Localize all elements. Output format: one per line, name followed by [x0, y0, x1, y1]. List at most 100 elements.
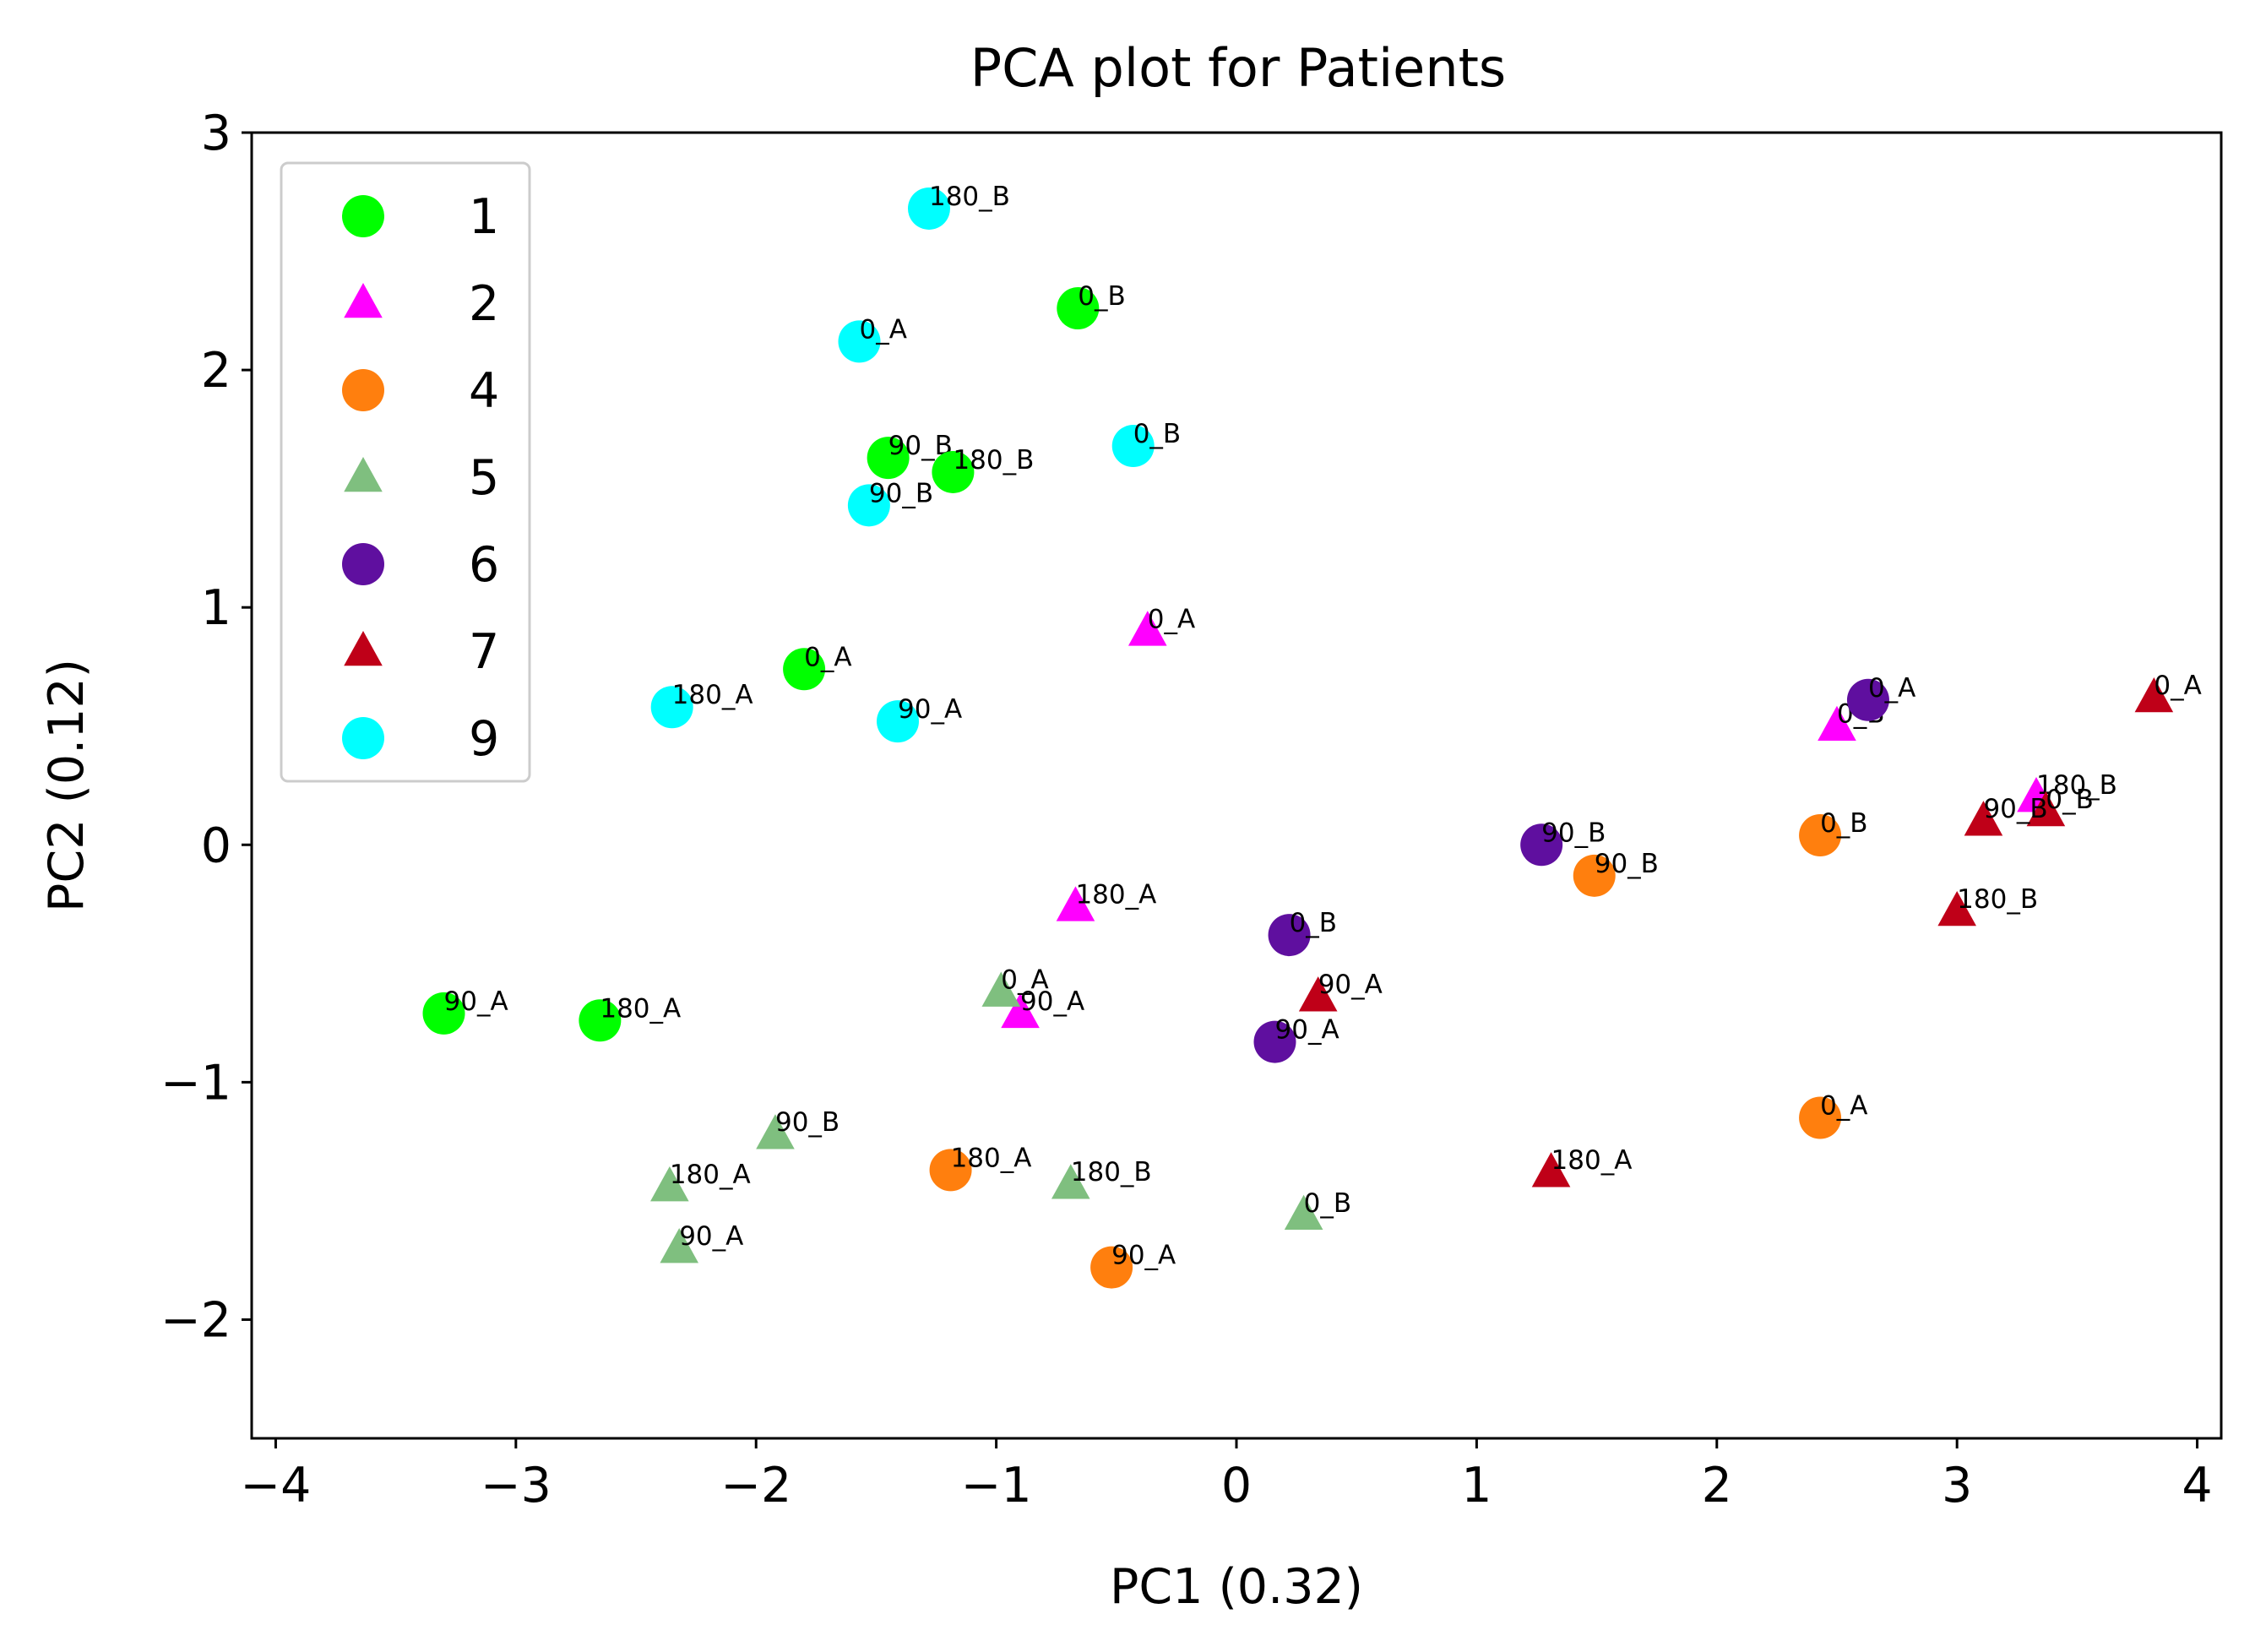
data-point [650, 686, 693, 729]
point-label: 0_A [2154, 671, 2201, 701]
legend: 1 2 4 5 6 7 9 [280, 161, 531, 783]
data-point [1298, 976, 1338, 1012]
point-label: 180_B [929, 182, 1010, 212]
legend-label-4: 4 [469, 363, 499, 419]
legend-label-5: 5 [469, 450, 499, 506]
point-label: 90_A [679, 1221, 743, 1252]
point-label: 0_A [1868, 673, 1915, 704]
x-tick-label: −4 [240, 1458, 311, 1513]
data-point [1051, 1164, 1090, 1199]
data-point [1520, 823, 1563, 867]
data-point [1799, 814, 1842, 857]
x-tick-label: 3 [1942, 1458, 1972, 1513]
point-label: 0_A [860, 314, 907, 345]
series-1: 0_B90_B 180_B0_A90_A 180_A [422, 281, 1126, 1042]
point-label: 180_A [670, 1160, 751, 1190]
data-point [867, 437, 910, 480]
x-tick-label: 0 [1221, 1458, 1252, 1513]
x-tick-label: 1 [1461, 1458, 1492, 1513]
point-label: 90_A [1275, 1015, 1339, 1046]
data-point [1057, 287, 1100, 330]
point-label: 90_B [1595, 849, 1659, 879]
chart-title: PCA plot for Patients [970, 37, 1506, 99]
legend-marker-4 [342, 369, 384, 411]
data-point [1818, 705, 1856, 742]
data-point [422, 992, 465, 1035]
data-point [579, 999, 622, 1042]
point-label: 180_B [1071, 1157, 1152, 1187]
data-point [756, 1114, 795, 1149]
point-label: 90_A [1111, 1241, 1176, 1271]
x-tick-label: −2 [720, 1458, 791, 1513]
legend-label-7: 7 [469, 624, 499, 680]
data-point [847, 484, 890, 527]
legend-frame [280, 161, 531, 783]
data-point [932, 450, 975, 493]
point-label: 0_B [1304, 1188, 1352, 1219]
point-label: 90_A [898, 694, 962, 725]
plot-area [252, 133, 2221, 1438]
x-axis-ticks: −4 −3 −2 −1 0 1 2 3 4 [240, 1438, 2213, 1513]
point-label: 180_B [953, 445, 1034, 475]
y-tick-label: 0 [201, 818, 231, 873]
point-label: 180_B [2036, 770, 2117, 801]
data-point [907, 187, 950, 230]
legend-marker-1 [342, 195, 384, 237]
data-point [1799, 1096, 1842, 1139]
point-label: 90_B [775, 1107, 840, 1138]
x-tick-label: 2 [1702, 1458, 1732, 1513]
plot-background [252, 133, 2221, 1438]
point-label: 90_A [1318, 970, 1383, 1000]
point-label: 90_A [444, 986, 508, 1017]
data-point [2134, 677, 2174, 713]
legend-marker-2 [344, 283, 383, 318]
plot-frame [250, 131, 2223, 1440]
series-5: 0_A 90_B 180_A 180_B 0_B 90_A [650, 965, 1351, 1263]
legend-marker-9 [342, 717, 384, 759]
data-point [981, 971, 1021, 1007]
point-label: 180_A [672, 680, 753, 710]
point-label: 90_B [1541, 818, 1606, 848]
legend-label-6: 6 [469, 537, 499, 593]
y-tick-label: 1 [201, 580, 231, 636]
point-label: 180_B [1957, 884, 2038, 915]
data-point [650, 1166, 689, 1202]
y-axis-label: PC2 (0.12) [39, 659, 95, 912]
point-label: 0_B [1290, 908, 1338, 938]
series-9: 180_B 0_A 0_B 90_B 180_A 90_A [650, 182, 1181, 743]
data-point [1090, 1246, 1133, 1289]
x-tick-label: −1 [961, 1458, 1032, 1513]
data-point [1964, 801, 2003, 836]
data-point [783, 648, 826, 691]
point-label: 90_A [1020, 986, 1084, 1017]
data-point [929, 1149, 972, 1192]
data-points: 0_B90_B180_B0_A90_A180_A0_A0_B180_B180_A… [422, 182, 2202, 1289]
data-point [1284, 1194, 1323, 1231]
legend-marker-6 [342, 543, 384, 585]
point-label: 0_A [1148, 604, 1195, 634]
point-label: 180_A [951, 1143, 1032, 1173]
x-tick-label: −3 [481, 1458, 552, 1513]
x-tick-label: 4 [2182, 1458, 2212, 1513]
y-tick-label: 3 [201, 106, 231, 161]
y-axis-ticks: −2 −1 0 1 2 3 [160, 106, 252, 1348]
point-label: 90_B [1983, 794, 2047, 824]
y-tick-label: −2 [160, 1292, 231, 1348]
point-label: 180_A [1075, 879, 1156, 910]
legend-label-9: 9 [469, 711, 499, 767]
point-label: 0_A [804, 642, 851, 672]
data-point [1253, 1020, 1296, 1063]
y-tick-label: −1 [160, 1055, 231, 1111]
point-label: 0_B [1820, 808, 1868, 839]
data-point [1573, 854, 1616, 897]
legend-label-1: 1 [469, 189, 499, 245]
data-point [1937, 890, 1976, 927]
point-label: 180_A [1551, 1145, 1633, 1176]
data-point [838, 320, 881, 363]
point-label: 0_B [2046, 785, 2094, 815]
data-point [1111, 425, 1155, 468]
data-point [1001, 992, 1040, 1029]
